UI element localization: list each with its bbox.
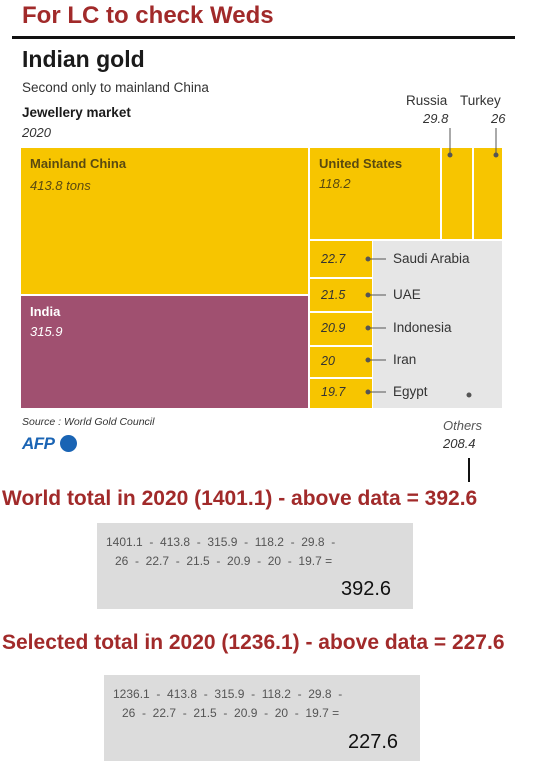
chart-subtitle: Second only to mainland China — [22, 80, 209, 95]
value-iran: 20 — [321, 354, 335, 368]
world-calc-line-2: 26 - 22.7 - 21.5 - 20.9 - 20 - 19.7 = — [115, 554, 333, 568]
leader-dot-indonesia — [365, 325, 371, 331]
treemap-cell-uae — [309, 278, 373, 312]
value-saudi-arabia: 22.7 — [321, 252, 346, 266]
leader-lines — [365, 128, 499, 482]
selected-calc-line-2: 26 - 22.7 - 21.5 - 20.9 - 20 - 19.7 = — [122, 706, 340, 720]
label-uae: UAE — [393, 287, 421, 302]
value-others: 208.4 — [443, 436, 476, 451]
label-turkey: Turkey — [460, 93, 501, 108]
page-header-title: For LC to check Weds — [22, 2, 274, 29]
leader-dot-russia — [447, 152, 453, 158]
selected-calc-result: 227.6 — [348, 731, 399, 753]
leader-dot-turkey — [493, 152, 499, 158]
treemap-cell-mainland-china: Mainland China 413.8 tons — [20, 147, 309, 295]
cell-value: 118.2 — [319, 176, 351, 191]
world-calc-result: 392.6 — [341, 578, 392, 600]
cell-value: 413.8 tons — [30, 178, 91, 193]
leader-dot-others — [466, 392, 472, 398]
world-calc-box: 1401.1 - 413.8 - 315.9 - 118.2 - 29.8 - … — [97, 523, 413, 609]
selected-calc-line-1: 1236.1 - 413.8 - 315.9 - 118.2 - 29.8 - — [113, 687, 343, 701]
value-turkey: 26 — [491, 111, 506, 126]
cell-value: 315.9 — [30, 324, 63, 339]
cell-label: Mainland China — [30, 156, 127, 171]
header-rule — [12, 36, 515, 39]
label-egypt: Egypt — [393, 384, 428, 399]
treemap-cell-united-states: United States 118.2 — [309, 147, 441, 240]
leader-dot-saudi-arabia — [365, 256, 371, 262]
cell-label: India — [30, 304, 61, 319]
treemap-cell-iran — [309, 346, 373, 378]
selected-total-heading: Selected total in 2020 (1236.1) - above … — [2, 631, 505, 654]
leader-dot-egypt — [365, 389, 371, 395]
category-label: Jewellery market — [22, 105, 131, 120]
world-calc-line-1: 1401.1 - 413.8 - 315.9 - 118.2 - 29.8 - — [106, 535, 336, 549]
leader-dot-uae — [365, 292, 371, 298]
treemap-chart: Mainland China 413.8 tons India 315.9 Un… — [20, 93, 506, 482]
afp-logo-text: AFP — [22, 434, 55, 453]
treemap-cell-turkey — [473, 147, 503, 240]
value-indonesia: 20.9 — [321, 321, 346, 335]
treemap-cell-india: India 315.9 — [20, 295, 309, 409]
value-egypt: 19.7 — [321, 385, 346, 399]
treemap-cell-indonesia — [309, 312, 373, 346]
leader-dot-iran — [365, 357, 371, 363]
selected-calc-box: 1236.1 - 413.8 - 315.9 - 118.2 - 29.8 - … — [104, 675, 420, 761]
afp-logo-dot-icon — [59, 435, 77, 452]
world-total-heading: World total in 2020 (1401.1) - above dat… — [2, 487, 478, 510]
value-russia: 29.8 — [423, 111, 449, 126]
label-iran: Iran — [393, 352, 417, 367]
chart-title: Indian gold — [22, 46, 145, 72]
cell-label: United States — [319, 156, 403, 171]
treemap-cell-saudi-arabia — [309, 240, 373, 278]
treemap-cell-russia — [441, 147, 473, 240]
label-saudi-arabia: Saudi Arabia — [393, 251, 470, 266]
label-others: Others — [443, 418, 483, 433]
label-indonesia: Indonesia — [393, 320, 452, 335]
source-note: Source : World Gold Council — [22, 416, 155, 428]
value-uae: 21.5 — [321, 288, 346, 302]
year-label: 2020 — [22, 125, 51, 140]
afp-logo: AFP — [22, 434, 77, 456]
label-russia: Russia — [406, 93, 448, 108]
treemap-cell-egypt — [309, 378, 373, 409]
